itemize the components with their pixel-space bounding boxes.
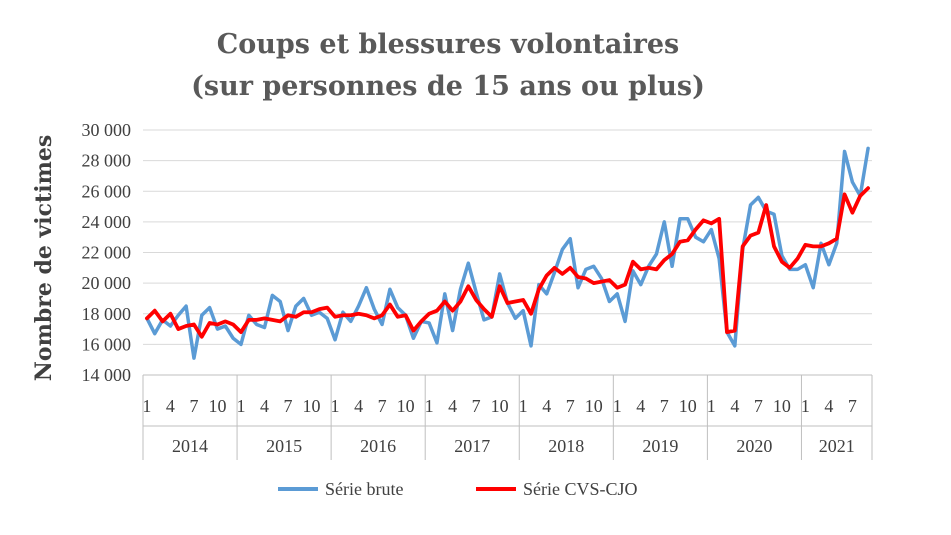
month-tick-label: 10 bbox=[773, 396, 791, 416]
series-lines bbox=[145, 146, 870, 360]
month-tick-label: 7 bbox=[472, 396, 481, 416]
year-label: 2015 bbox=[266, 436, 302, 456]
y-tick-labels: 14 000 16 000 18 000 20 000 22 000 24 000 26 0… bbox=[82, 120, 132, 385]
month-tick-label: 4 bbox=[166, 396, 175, 416]
year-label: 2014 bbox=[172, 436, 208, 456]
month-tick-label: 7 bbox=[566, 396, 575, 416]
month-tick-label: 1 bbox=[613, 396, 622, 416]
y-tick-label: 20 000 bbox=[82, 273, 132, 293]
legend-label: Série brute bbox=[325, 479, 403, 499]
month-tick-label: 10 bbox=[303, 396, 321, 416]
month-tick-label: 1 bbox=[142, 396, 151, 416]
month-tick-label: 10 bbox=[397, 396, 415, 416]
y-tick-label: 16 000 bbox=[82, 334, 132, 354]
legend: Série brute Série CVS-CJO bbox=[278, 479, 638, 499]
y-tick-label: 14 000 bbox=[82, 365, 132, 385]
month-tick-label: 10 bbox=[679, 396, 697, 416]
month-tick-label: 1 bbox=[236, 396, 245, 416]
legend-label: Série CVS-CJO bbox=[523, 479, 638, 499]
month-tick-label: 10 bbox=[208, 396, 226, 416]
y-tick-label: 30 000 bbox=[82, 120, 132, 140]
month-tick-label: 1 bbox=[801, 396, 810, 416]
month-tick-label: 1 bbox=[519, 396, 528, 416]
series-line-brute bbox=[145, 146, 870, 360]
y-tick-label: 26 000 bbox=[82, 181, 132, 201]
year-label: 2018 bbox=[548, 436, 584, 456]
month-tick-label: 1 bbox=[331, 396, 340, 416]
year-label: 2017 bbox=[454, 436, 490, 456]
month-tick-label: 7 bbox=[189, 396, 198, 416]
y-tick-label: 22 000 bbox=[82, 243, 132, 263]
series-line-cvs-cjo bbox=[145, 186, 870, 339]
gridlines bbox=[143, 129, 872, 376]
year-label: 2019 bbox=[642, 436, 678, 456]
month-tick-label: 10 bbox=[585, 396, 603, 416]
month-tick-label: 1 bbox=[425, 396, 434, 416]
month-tick-label: 10 bbox=[491, 396, 509, 416]
month-tick-label: 4 bbox=[636, 396, 645, 416]
year-label: 2016 bbox=[360, 436, 396, 456]
month-tick-label: 4 bbox=[448, 396, 457, 416]
month-tick-label: 7 bbox=[378, 396, 387, 416]
year-label: 2020 bbox=[736, 436, 772, 456]
month-tick-label: 7 bbox=[848, 396, 857, 416]
y-tick-label: 28 000 bbox=[82, 151, 132, 171]
month-tick-label: 7 bbox=[284, 396, 293, 416]
year-label: 2021 bbox=[819, 436, 855, 456]
y-tick-label: 18 000 bbox=[82, 304, 132, 324]
chart-title-line-1: Coups et blessures volontaires bbox=[217, 29, 679, 60]
y-tick-label: 24 000 bbox=[82, 212, 132, 232]
month-tick-label: 4 bbox=[354, 396, 363, 416]
month-tick-label: 4 bbox=[542, 396, 551, 416]
month-tick-label: 1 bbox=[707, 396, 716, 416]
month-tick-label: 7 bbox=[754, 396, 763, 416]
month-tick-label: 4 bbox=[260, 396, 269, 416]
chart-title-line-2: (sur personnes de 15 ans ou plus) bbox=[191, 71, 705, 102]
y-axis-label: Nombre de victimes bbox=[31, 135, 57, 381]
month-tick-label: 4 bbox=[730, 396, 739, 416]
month-tick-label: 4 bbox=[824, 396, 833, 416]
month-tick-label: 7 bbox=[660, 396, 669, 416]
